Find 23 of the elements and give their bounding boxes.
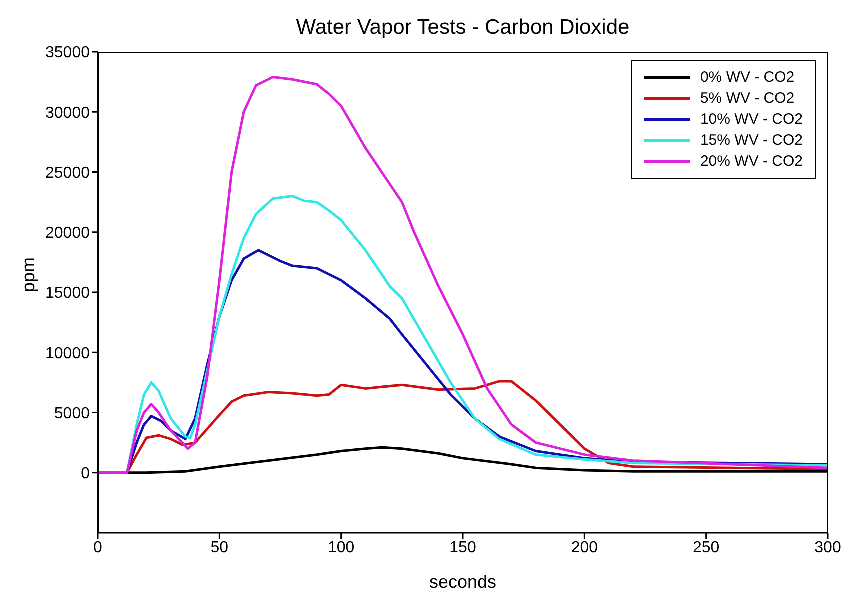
- x-tick-label: 0: [94, 539, 103, 556]
- x-axis-title: seconds: [429, 572, 497, 592]
- legend-label: 10% WV - CO2: [700, 111, 803, 128]
- legend-label: 15% WV - CO2: [700, 132, 803, 149]
- y-tick-label: 0: [81, 466, 90, 483]
- legend-label: 5% WV - CO2: [700, 90, 795, 107]
- legend-label: 0% WV - CO2: [700, 69, 795, 86]
- x-tick-label: 250: [692, 539, 720, 556]
- y-tick-label: 25000: [46, 164, 90, 182]
- x-tick-label: 200: [571, 539, 598, 556]
- legend-label: 20% WV - CO2: [700, 153, 803, 170]
- y-axis-title: ppm: [18, 257, 38, 292]
- y-tick-label: 30000: [46, 104, 90, 122]
- y-tick-label: 5000: [54, 405, 90, 422]
- y-tick-label: 15000: [46, 285, 90, 302]
- y-tick-label: 35000: [46, 44, 90, 62]
- x-tick-label: 50: [210, 539, 229, 556]
- x-tick-label: 300: [814, 539, 842, 556]
- x-tick-label: 100: [328, 539, 355, 556]
- y-tick-label: 10000: [46, 345, 90, 362]
- chart-title: Water Vapor Tests - Carbon Dioxide: [295, 16, 631, 40]
- y-tick-label: 20000: [46, 225, 90, 242]
- x-tick-label: 150: [450, 539, 476, 556]
